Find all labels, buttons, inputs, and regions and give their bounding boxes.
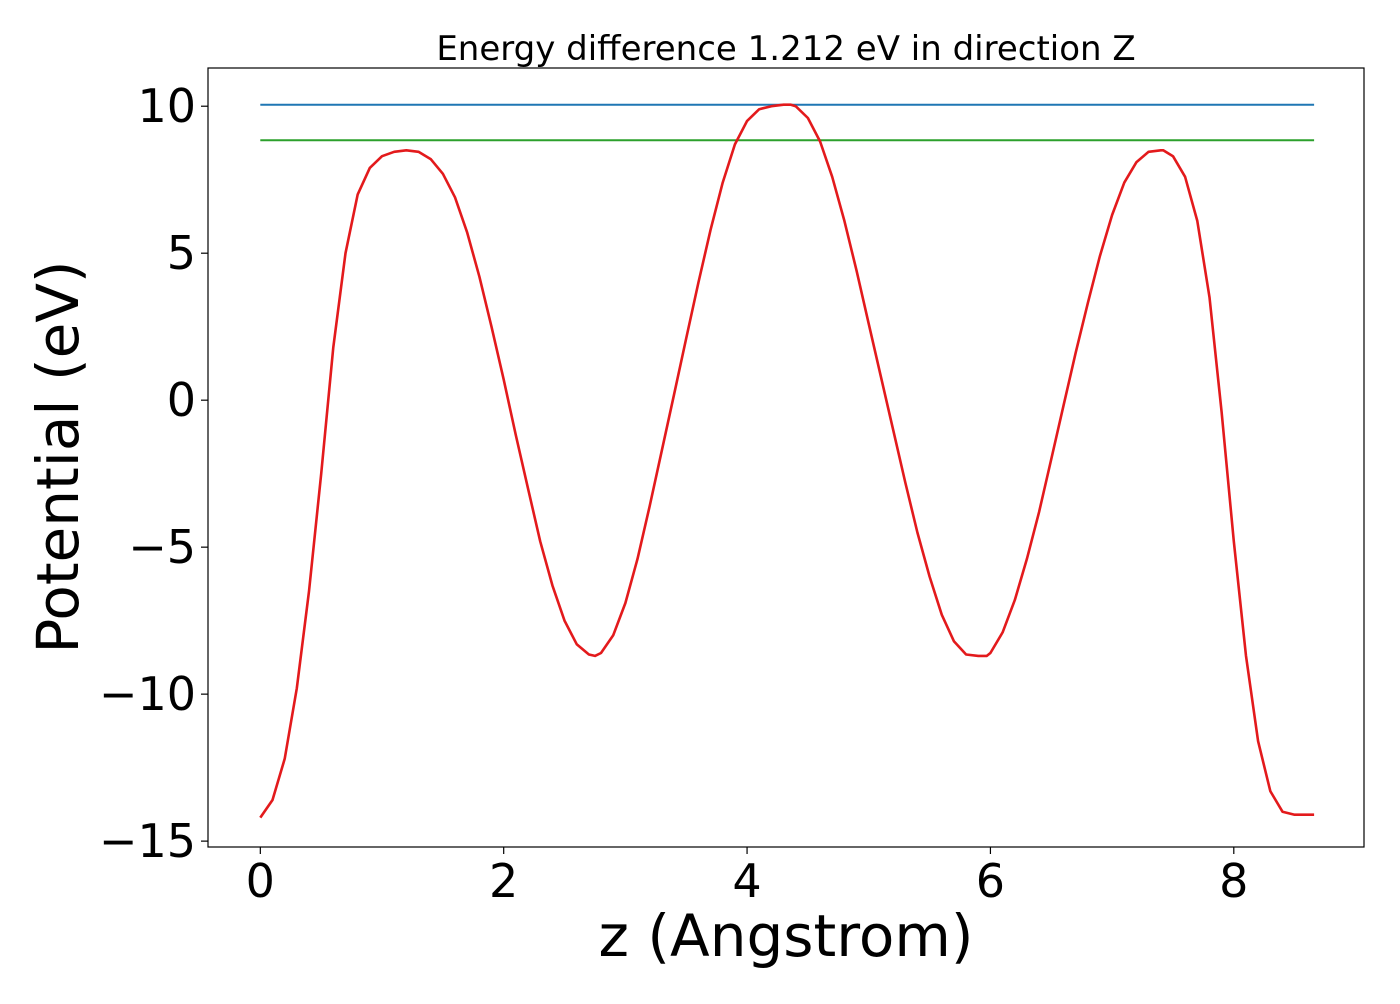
x-axis-title: z (Angstrom) <box>599 902 974 970</box>
chart-title: Energy difference 1.212 eV in direction … <box>436 29 1135 69</box>
y-tick-label: −5 <box>128 520 196 574</box>
x-tick-label: 6 <box>976 854 1005 908</box>
x-tick-label: 0 <box>246 854 275 908</box>
y-tick-label: 10 <box>137 79 196 133</box>
x-tick-label: 2 <box>489 854 518 908</box>
series-line-3 <box>259 103 1315 819</box>
y-tick-label: 5 <box>167 226 196 280</box>
x-tick-label: 4 <box>732 854 761 908</box>
plot-area <box>259 103 1315 819</box>
y-tick-label: −15 <box>99 814 196 868</box>
plot-frame <box>207 67 1365 848</box>
axes: 0 2 4 6 8 10 5 0 −5 −10 −15 <box>99 67 1365 908</box>
y-tick-label: −10 <box>99 667 196 721</box>
y-axis-title: Potential (eV) <box>24 260 92 653</box>
x-tick-label: 8 <box>1219 854 1248 908</box>
y-tick-label: 0 <box>167 373 196 427</box>
